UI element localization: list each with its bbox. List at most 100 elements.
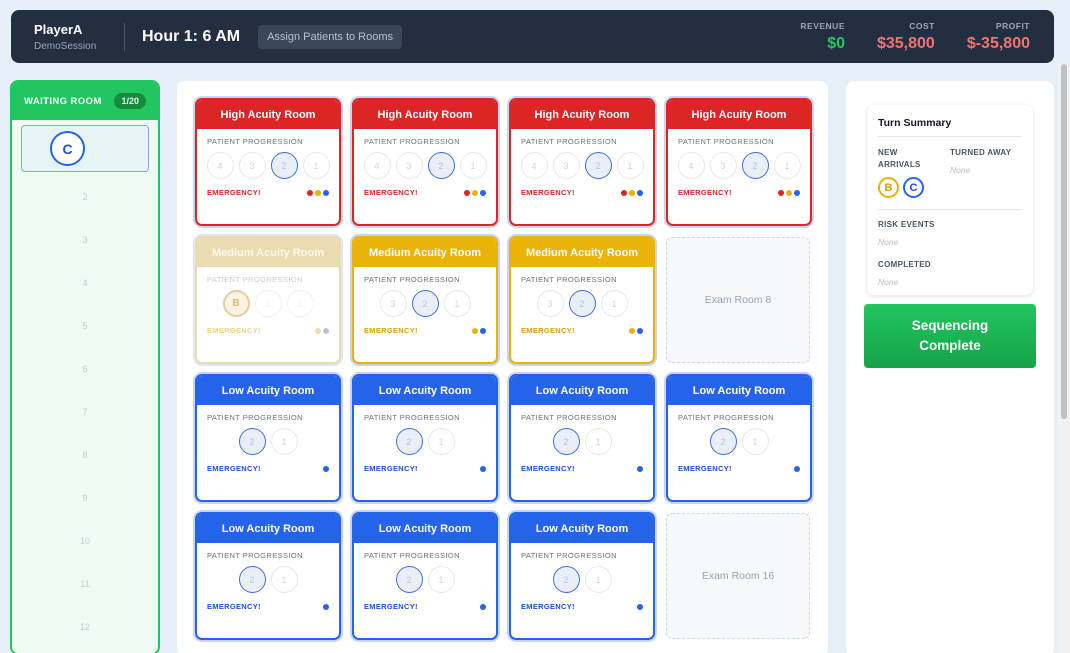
waiting-slot-3[interactable]: 3 [82,234,88,245]
waiting-slot-6[interactable]: 6 [82,363,88,374]
room-11-low-acuity[interactable]: Low Acuity Room PATIENT PROGRESSION 2 1 … [509,374,655,502]
page-scrollbar[interactable] [1058,64,1070,653]
step-circle-current: 2 [395,566,423,593]
room-5-medium-acuity-occupied[interactable]: Medium Acuity Room PATIENT PROGRESSION B… [195,236,341,364]
progression-steps: 2 1 [197,428,339,458]
waiting-slot-10[interactable]: 10 [79,535,90,546]
emergency-label: EMERGENCY! [678,188,732,197]
step-circle: 1 [459,152,487,179]
emergency-label: EMERGENCY! [207,602,261,611]
room-title: Low Acuity Room [197,514,339,543]
step-circle: 1 [427,566,455,593]
acuity-dots [627,327,643,334]
step-circle: 1 [302,152,330,179]
step-circle: 3 [536,290,564,317]
progression-label: PATIENT PROGRESSION [678,413,774,422]
profit-value: $-35,800 [966,34,1030,52]
room-title: Medium Acuity Room [354,238,496,267]
step-circle: 2 [254,290,282,317]
room-footer: EMERGENCY! [521,602,643,611]
step-circle: 1 [286,290,314,317]
room-10-low-acuity[interactable]: Low Acuity Room PATIENT PROGRESSION 2 1 … [352,374,498,502]
room-3-high-acuity[interactable]: High Acuity Room PATIENT PROGRESSION 4 3… [509,98,655,226]
sequencing-complete-button[interactable]: Sequencing Complete [864,304,1036,368]
room-13-low-acuity[interactable]: Low Acuity Room PATIENT PROGRESSION 2 1 … [195,512,341,640]
room-footer: EMERGENCY! [364,188,486,197]
turned-away-value: None [950,165,971,175]
step-circle: 4 [363,152,391,179]
room-15-low-acuity[interactable]: Low Acuity Room PATIENT PROGRESSION 2 1 … [509,512,655,640]
room-1-high-acuity[interactable]: High Acuity Room PATIENT PROGRESSION 4 3… [195,98,341,226]
room-title: High Acuity Room [197,100,339,129]
room-footer: EMERGENCY! [207,464,329,473]
step-circle: 3 [395,152,423,179]
acuity-dots [313,327,329,334]
step-circle-current: 2 [238,566,266,593]
room-title: Medium Acuity Room [197,238,339,267]
summary-divider [878,209,1022,210]
room-title: High Acuity Room [668,100,810,129]
progression-steps: B 2 1 [197,290,339,320]
acuity-dots [305,189,329,196]
room-title: Low Acuity Room [354,376,496,405]
progression-steps: 2 1 [354,566,496,596]
revenue-label: REVENUE [800,20,845,31]
room-14-low-acuity[interactable]: Low Acuity Room PATIENT PROGRESSION 2 1 … [352,512,498,640]
scrollbar-thumb[interactable] [1061,64,1067,419]
progression-steps: 4 3 2 1 [668,152,810,182]
progression-label: PATIENT PROGRESSION [521,551,617,560]
room-footer: EMERGENCY! [364,464,486,473]
waiting-slot-1[interactable]: C [21,125,149,172]
step-circle: 1 [773,152,801,179]
waiting-slot-12[interactable]: 12 [79,621,90,632]
room-title: Low Acuity Room [511,514,653,543]
emergency-label: EMERGENCY! [521,464,575,473]
step-circle: 1 [584,428,612,455]
waiting-slot-7[interactable]: 7 [82,406,88,417]
emergency-label: EMERGENCY! [364,602,418,611]
acuity-dots [462,189,486,196]
room-12-low-acuity[interactable]: Low Acuity Room PATIENT PROGRESSION 2 1 … [666,374,812,502]
cost-value: $35,800 [876,34,935,52]
waiting-slot-5[interactable]: 5 [82,320,88,331]
exam-room-8-empty[interactable]: Exam Room 8 [666,237,810,363]
room-2-high-acuity[interactable]: High Acuity Room PATIENT PROGRESSION 4 3… [352,98,498,226]
waiting-slot-4[interactable]: 4 [82,277,88,288]
player-info: PlayerA DemoSession [34,22,112,52]
completed-value: None [878,277,899,287]
progression-steps: 2 1 [197,566,339,596]
waiting-slot-9[interactable]: 9 [82,492,88,503]
waiting-slot-11[interactable]: 11 [80,578,90,589]
step-circle-current: 2 [568,290,596,317]
step-circle: 4 [206,152,234,179]
room-title: Low Acuity Room [668,376,810,405]
emergency-label: EMERGENCY! [521,602,575,611]
step-circle: 1 [584,566,612,593]
room-title: Low Acuity Room [511,376,653,405]
step-circle: 3 [552,152,580,179]
waiting-slot-8[interactable]: 8 [82,449,88,460]
waiting-slot-2[interactable]: 2 [82,191,88,202]
patient-token-b[interactable]: B [222,290,250,317]
step-circle: 3 [238,152,266,179]
progression-steps: 4 3 2 1 [197,152,339,182]
room-7-medium-acuity[interactable]: Medium Acuity Room PATIENT PROGRESSION 3… [509,236,655,364]
exam-room-16-empty[interactable]: Exam Room 16 [666,513,810,639]
room-9-low-acuity[interactable]: Low Acuity Room PATIENT PROGRESSION 2 1 … [195,374,341,502]
summary-panel: Turn Summary NEW ARRIVALS B C TURNED AWA… [846,81,1054,653]
step-circle: 1 [443,290,471,317]
room-4-high-acuity[interactable]: High Acuity Room PATIENT PROGRESSION 4 3… [666,98,812,226]
cost-stat: COST $35,800 [877,21,935,53]
waiting-room-title: WAITING ROOM [24,95,102,107]
progression-steps: 2 1 [511,428,653,458]
room-6-medium-acuity[interactable]: Medium Acuity Room PATIENT PROGRESSION 3… [352,236,498,364]
progression-steps: 3 2 1 [511,290,653,320]
waiting-room-panel: WAITING ROOM 1/20 C 2 3 4 5 6 7 8 9 10 1… [10,80,160,653]
emergency-label: EMERGENCY! [364,188,418,197]
acuity-dots [635,603,643,610]
room-title: High Acuity Room [511,100,653,129]
step-circle: 1 [270,566,298,593]
patient-token-c[interactable]: C [50,131,85,166]
progression-label: PATIENT PROGRESSION [521,137,617,146]
room-footer: EMERGENCY! [678,188,800,197]
